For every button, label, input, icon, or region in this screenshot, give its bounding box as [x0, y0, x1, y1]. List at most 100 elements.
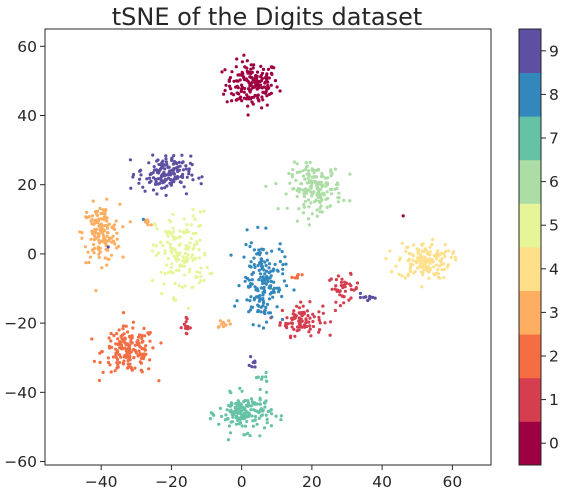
- scatter-point-1: [343, 280, 347, 284]
- scatter-point-2: [115, 351, 119, 355]
- scatter-point-4: [412, 271, 416, 275]
- scatter-point-8: [259, 286, 263, 290]
- scatter-point-4: [431, 260, 435, 264]
- scatter-point-3: [98, 250, 102, 254]
- scatter-point-7: [234, 416, 238, 420]
- scatter-point-2: [141, 357, 145, 361]
- scatter-point-8: [256, 263, 260, 268]
- scatter-point-6: [315, 187, 319, 191]
- scatter-point-6: [312, 190, 316, 194]
- scatter-point-7: [258, 434, 262, 438]
- scatter-point-3: [117, 244, 121, 248]
- scatter-point-1: [334, 284, 338, 288]
- scatter-point-8: [266, 276, 270, 280]
- scatter-point-2: [147, 367, 151, 371]
- scatter-point-5: [161, 244, 165, 248]
- scatter-point-8: [249, 305, 253, 309]
- scatter-point-6: [294, 178, 298, 183]
- scatter-point-0: [245, 93, 249, 97]
- scatter-point-9: [358, 295, 362, 300]
- scatter-point-6: [298, 187, 302, 191]
- y-tick-label: 20: [17, 176, 37, 194]
- scatter-point-1: [336, 274, 340, 278]
- scatter-point-2: [121, 327, 125, 331]
- scatter-point-7: [236, 416, 241, 420]
- colorbar-tick-label: 8: [549, 86, 559, 104]
- scatter-point-1: [335, 289, 339, 293]
- scatter-point-8: [265, 251, 269, 255]
- scatter-point-8: [271, 267, 276, 271]
- scatter-point-3: [103, 241, 107, 245]
- scatter-point-6: [307, 223, 311, 227]
- scatter-point-6: [288, 181, 292, 185]
- scatter-point-9: [197, 176, 201, 180]
- scatter-point-5: [183, 264, 187, 268]
- scatter-point-8: [271, 295, 275, 299]
- scatter-point-4: [439, 260, 443, 264]
- scatter-point-8: [264, 305, 268, 310]
- scatter-point-9: [138, 177, 142, 181]
- scatter-point-7: [257, 416, 261, 420]
- scatter-point-6: [264, 184, 268, 188]
- scatter-point-4: [384, 257, 388, 261]
- scatter-point-4: [442, 276, 446, 280]
- scatter-point-9: [185, 175, 189, 179]
- scatter-point-0: [261, 90, 265, 94]
- scatter-point-1: [343, 289, 347, 293]
- scatter-point-5: [174, 255, 178, 259]
- scatter-point-5: [160, 291, 164, 296]
- scatter-point-9: [161, 159, 165, 163]
- scatter-point-7: [269, 408, 273, 412]
- colorbar-tick-label: 0: [549, 435, 559, 453]
- scatter-point-3: [227, 319, 231, 323]
- scatter-point-8: [283, 255, 287, 259]
- scatter-point-8: [267, 311, 271, 315]
- scatter-point-0: [267, 76, 271, 80]
- scatter-point-8: [277, 286, 281, 290]
- scatter-point-1: [304, 317, 308, 321]
- scatter-point-3: [89, 237, 93, 241]
- scatter-point-9: [166, 173, 170, 177]
- scatter-point-2: [159, 341, 163, 345]
- scatter-point-3: [104, 208, 108, 212]
- scatter-point-8: [278, 242, 282, 246]
- scatter-point-9: [141, 185, 145, 189]
- scatter-point-7: [225, 408, 229, 412]
- scatter-point-5: [183, 284, 187, 288]
- scatter-point-3: [105, 223, 109, 227]
- scatter-point-2: [157, 379, 161, 383]
- scatter-point-2: [140, 334, 144, 338]
- scatter-point-1: [300, 310, 304, 315]
- scatter-point-2: [132, 347, 136, 352]
- scatter-point-5: [199, 275, 203, 279]
- scatter-point-3: [101, 228, 106, 232]
- scatter-point-2: [128, 343, 132, 347]
- scatter-point-5: [159, 270, 163, 274]
- scatter-point-4: [428, 253, 432, 257]
- scatter-point-9: [160, 165, 164, 169]
- scatter-point-3: [92, 251, 96, 255]
- scatter-point-7: [255, 402, 259, 406]
- scatter-point-4: [403, 276, 407, 280]
- scatter-point-1: [291, 312, 295, 316]
- scatter-point-2: [121, 362, 126, 366]
- scatter-point-2: [125, 348, 129, 353]
- scatter-point-7: [227, 424, 232, 428]
- colorbar-tick-label: 7: [549, 130, 559, 148]
- scatter-point-2: [126, 366, 130, 370]
- scatter-point-4: [432, 265, 436, 269]
- scatter-point-6: [348, 172, 352, 176]
- scatter-point-6: [335, 186, 339, 191]
- scatter-point-8: [251, 271, 255, 275]
- scatter-point-1: [297, 316, 301, 320]
- scatter-point-6: [336, 196, 340, 200]
- scatter-point-5: [190, 285, 194, 289]
- scatter-point-3: [128, 220, 132, 224]
- scatter-point-4: [427, 260, 431, 264]
- scatter-point-9: [161, 181, 165, 185]
- scatter-point-1: [186, 327, 190, 331]
- scatter-point-9: [128, 158, 132, 162]
- scatter-point-7: [249, 404, 253, 408]
- scatter-point-4: [434, 257, 439, 261]
- scatter-point-8: [280, 294, 284, 299]
